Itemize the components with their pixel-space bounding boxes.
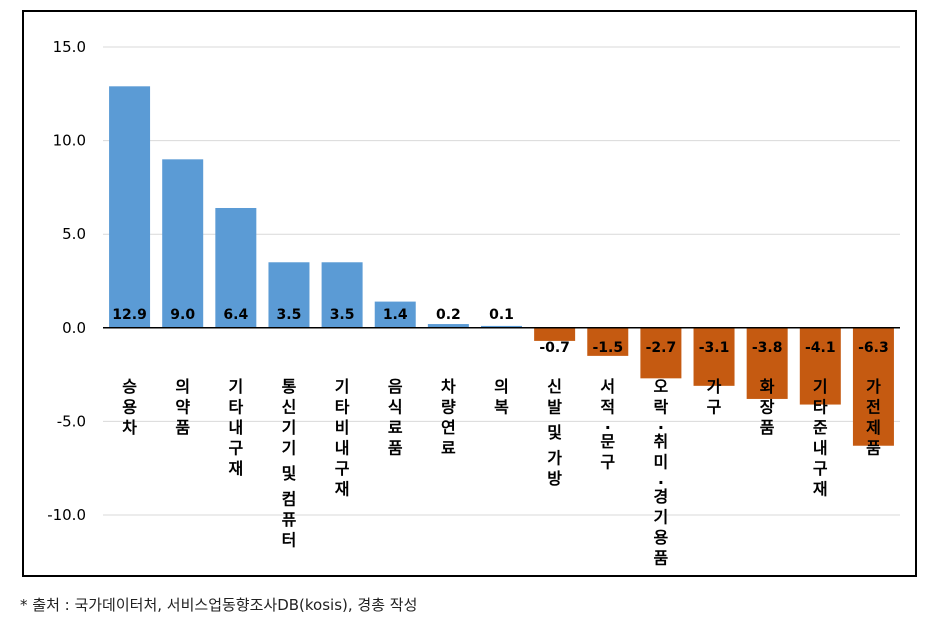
data-label: -3.8 <box>752 340 783 356</box>
data-label: 3.5 <box>277 307 302 323</box>
bar <box>215 207 257 328</box>
data-label: 0.2 <box>436 307 461 323</box>
bar <box>427 324 469 328</box>
bar <box>746 327 788 399</box>
bar <box>162 159 204 328</box>
data-label: -3.1 <box>699 340 730 356</box>
data-label: 9.0 <box>170 307 195 323</box>
data-label: -4.1 <box>805 340 836 356</box>
bar <box>374 301 416 328</box>
category-label: 오 락 · 취 미 · 경 기 용 품 <box>654 377 669 568</box>
data-label: -2.7 <box>646 340 677 356</box>
bar <box>640 327 682 379</box>
chart-frame: 15.0 10.0 5.0 0.0 -5.0 -10.0 12.9 승 용 차 9.0 의 약 품 6.4 기… <box>22 10 917 577</box>
bar <box>321 262 363 328</box>
data-label: 3.5 <box>330 307 355 323</box>
bar <box>587 327 629 356</box>
y-tick-label: 5.0 <box>62 225 86 243</box>
bar <box>268 262 310 328</box>
data-label: -6.3 <box>858 340 889 356</box>
category-label: 서 적 · 문 구 <box>600 377 615 472</box>
y-tick-label: -10.0 <box>47 506 86 524</box>
bar <box>693 327 735 386</box>
bar <box>534 327 576 341</box>
y-tick-label: -5.0 <box>57 412 86 430</box>
bar <box>852 327 894 446</box>
y-tick-label: 10.0 <box>53 132 86 150</box>
bar-chart: 15.0 10.0 5.0 0.0 -5.0 -10.0 12.9 승 용 차 9.0 의 약 품 6.4 기… <box>47 38 900 568</box>
y-tick-label: 15.0 <box>53 38 86 56</box>
data-label: 0.1 <box>489 307 514 323</box>
bar <box>799 327 841 405</box>
data-label: 1.4 <box>383 307 408 323</box>
data-label: -1.5 <box>592 340 623 356</box>
bar <box>109 86 151 328</box>
bar <box>481 325 522 328</box>
data-label: 6.4 <box>223 307 248 323</box>
data-label: -0.7 <box>539 340 570 356</box>
y-tick-label: 0.0 <box>62 319 86 337</box>
data-label: 12.9 <box>112 307 147 323</box>
source-note: * 출처 : 국가데이터처, 서비스업동향조사DB(kosis), 경총 작성 <box>20 596 418 614</box>
